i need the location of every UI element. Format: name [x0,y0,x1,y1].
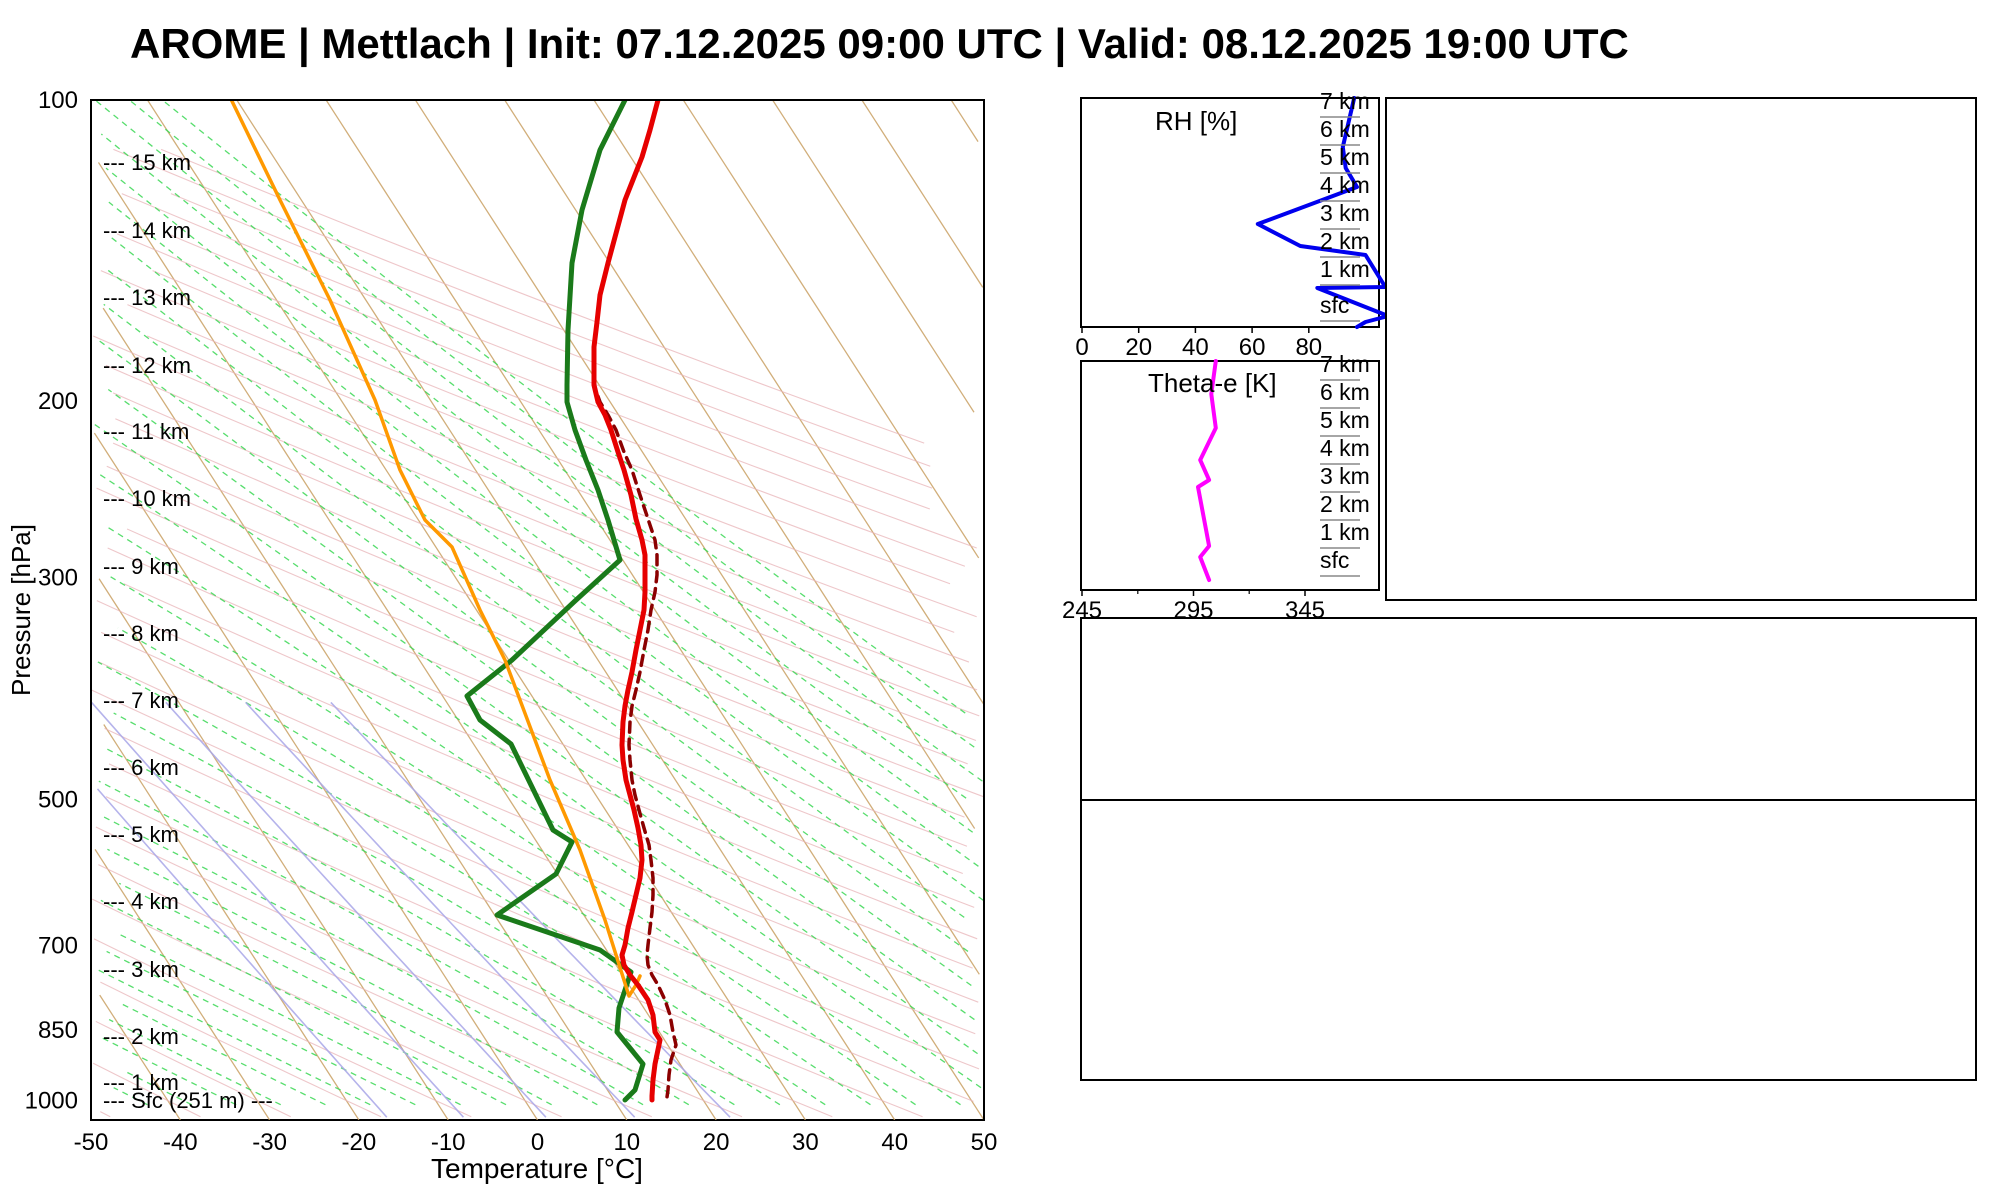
svg-text:sfc: sfc [1320,292,1349,318]
svg-text:1 km: 1 km [1320,519,1370,545]
svg-text:Temperature [°C]: Temperature [°C] [431,1153,643,1184]
svg-text:--- 14 km: --- 14 km [103,218,191,243]
svg-text:7 km: 7 km [1320,88,1370,114]
svg-text:5 km: 5 km [1320,407,1370,433]
svg-text:2 km: 2 km [1320,491,1370,517]
svg-text:Pressure [hPa]: Pressure [hPa] [6,524,36,696]
svg-text:0: 0 [1075,334,1088,361]
svg-text:--- 3 km: --- 3 km [103,957,179,982]
svg-text:3 km: 3 km [1320,200,1370,226]
svg-text:--- 6 km: --- 6 km [103,755,179,780]
svg-text:Theta-e [K]: Theta-e [K] [1148,368,1277,398]
svg-text:2 km: 2 km [1320,228,1370,254]
svg-text:200: 200 [38,388,78,415]
svg-text:sfc: sfc [1320,547,1349,573]
svg-text:-30: -30 [252,1129,287,1156]
svg-text:5 km: 5 km [1320,144,1370,170]
svg-text:-10: -10 [431,1129,466,1156]
svg-text:-50: -50 [74,1129,109,1156]
svg-text:--- 13 km: --- 13 km [103,285,191,310]
svg-text:4 km: 4 km [1320,435,1370,461]
svg-text:6 km: 6 km [1320,116,1370,142]
svg-text:7 km: 7 km [1320,351,1370,377]
svg-text:--- 9 km: --- 9 km [103,554,179,579]
svg-text:-20: -20 [342,1129,377,1156]
svg-text:0: 0 [531,1129,544,1156]
svg-text:--- Sfc (251 m) ---: --- Sfc (251 m) --- [103,1088,273,1113]
svg-text:30: 30 [792,1129,819,1156]
svg-text:4 km: 4 km [1320,172,1370,198]
svg-text:500: 500 [38,786,78,813]
svg-text:700: 700 [38,933,78,960]
svg-text:--- 15 km: --- 15 km [103,150,191,175]
svg-text:--- 8 km: --- 8 km [103,621,179,646]
svg-text:1 km: 1 km [1320,256,1370,282]
svg-text:3 km: 3 km [1320,463,1370,489]
svg-text:20: 20 [1125,334,1152,361]
svg-text:850: 850 [38,1017,78,1044]
svg-text:1000: 1000 [25,1088,78,1115]
svg-text:RH [%]: RH [%] [1155,106,1237,136]
svg-text:300: 300 [38,564,78,591]
svg-text:20: 20 [703,1129,730,1156]
svg-text:10: 10 [613,1129,640,1156]
svg-text:--- 11 km: --- 11 km [103,419,189,444]
svg-text:--- 7 km: --- 7 km [103,688,179,713]
svg-text:--- 4 km: --- 4 km [103,889,179,914]
svg-text:40: 40 [1182,334,1209,361]
svg-text:-40: -40 [163,1129,198,1156]
svg-text:100: 100 [38,87,78,114]
svg-text:40: 40 [881,1129,908,1156]
svg-text:--- 5 km: --- 5 km [103,822,179,847]
svg-text:AROME | Mettlach | Init: 07.12: AROME | Mettlach | Init: 07.12.2025 09:0… [130,20,1629,68]
svg-text:--- 2 km: --- 2 km [103,1024,179,1049]
svg-text:50: 50 [971,1129,998,1156]
svg-text:80: 80 [1295,334,1322,361]
svg-text:--- 10 km: --- 10 km [103,486,191,511]
svg-text:6 km: 6 km [1320,379,1370,405]
svg-text:--- 12 km: --- 12 km [103,353,191,378]
svg-text:60: 60 [1239,334,1266,361]
